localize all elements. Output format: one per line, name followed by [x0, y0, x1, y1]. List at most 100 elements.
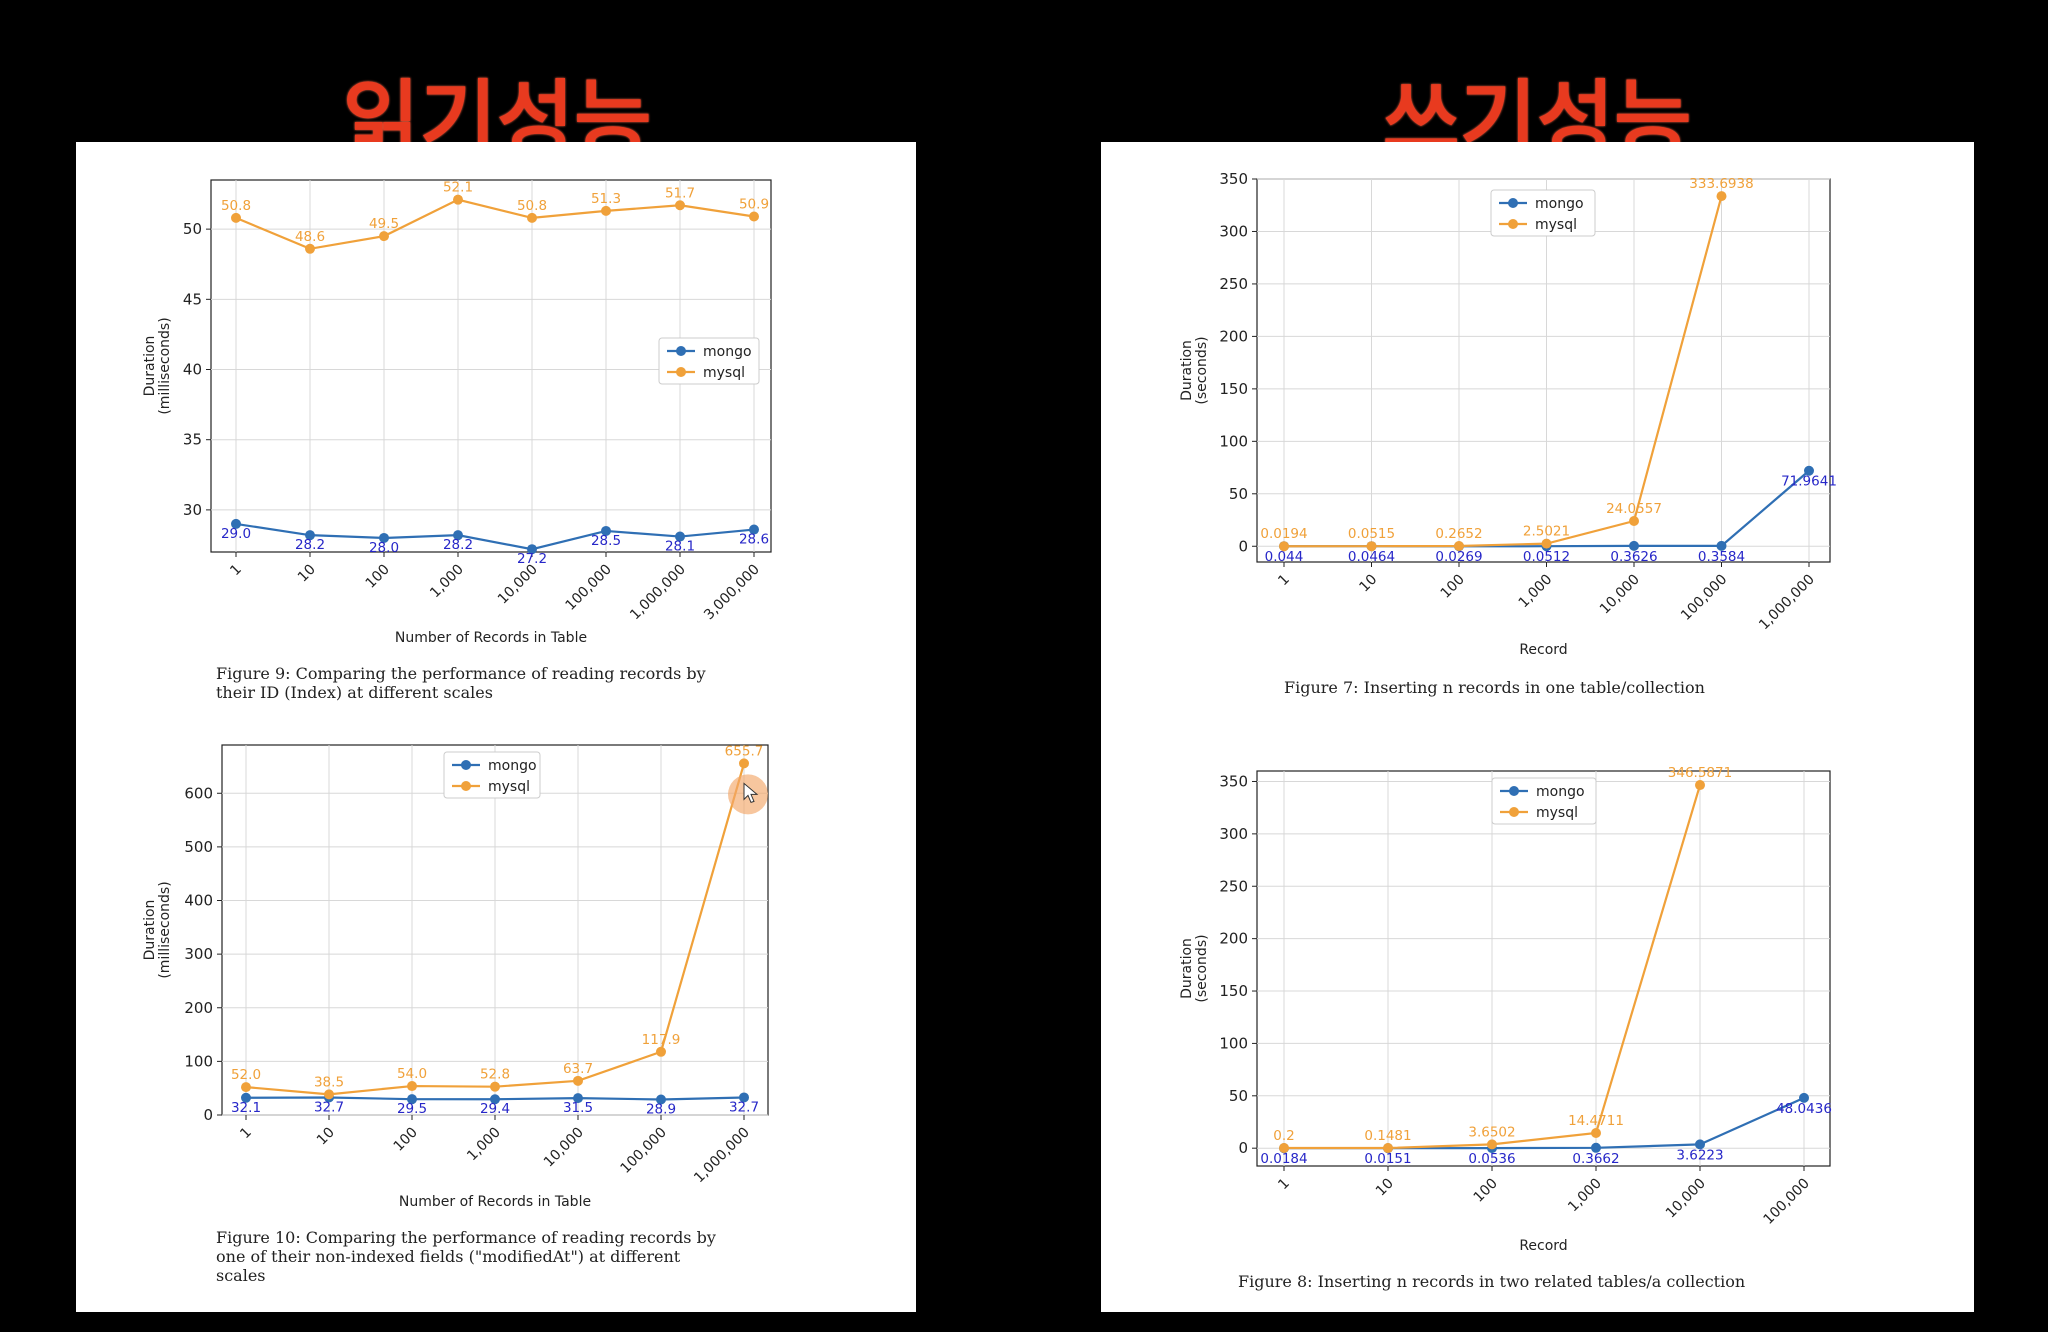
data-point-mysql: [490, 1081, 500, 1092]
data-point-mysql: [1279, 541, 1289, 552]
data-label-mysql: 52.1: [443, 180, 473, 196]
data-label-mongo: 0.0512: [1523, 549, 1570, 565]
legend-label-mongo: mongo: [1536, 784, 1585, 800]
data-label-mongo: 48.0436: [1776, 1101, 1832, 1117]
legend-marker-mongo: [1509, 786, 1519, 796]
chart-fig10: 0 100 200 300 400 500 600 1 10 100 1,000 10,000 100,…: [142, 743, 769, 1210]
data-label-mongo: 71.9641: [1781, 474, 1837, 490]
y-tick-label: 250: [1219, 275, 1248, 293]
data-point-mysql: [1279, 1142, 1289, 1153]
data-point-mysql: [601, 205, 611, 216]
data-point-mysql: [379, 231, 389, 242]
legend-marker-mysql: [1509, 807, 1519, 817]
series-line-mongo: [235, 522, 755, 551]
y-tick-label: 400: [184, 892, 213, 910]
data-point-mongo: [231, 518, 241, 529]
x-tick-label: 10,000: [1663, 1176, 1709, 1222]
legend-label-mysql: mysql: [488, 779, 530, 795]
data-label-mysql: 0.1481: [1364, 1128, 1411, 1144]
x-tick-label: 100,000: [1761, 1176, 1813, 1228]
x-axis-label: Number of Records in Table: [399, 1194, 591, 1210]
data-label-mysql: 346.5871: [1668, 765, 1732, 781]
data-label-mongo: 31.5: [563, 1100, 593, 1116]
data-label-mongo: 0.0269: [1435, 549, 1482, 565]
data-label-mysql: 52.0: [231, 1067, 261, 1083]
data-point-mongo: [656, 1094, 666, 1105]
data-point-mongo: [407, 1094, 417, 1105]
x-tick-label: 1,000: [1565, 1176, 1605, 1216]
data-point-mysql: [1695, 780, 1705, 791]
data-point-mongo: [241, 1092, 251, 1103]
data-point-mongo: [739, 1092, 749, 1103]
caption-fig7: Figure 7: Inserting n records in one tab…: [1284, 678, 1705, 697]
x-tick-label: 10: [1373, 1176, 1397, 1200]
y-tick-label: 300: [184, 945, 213, 963]
data-point-mongo: [601, 525, 611, 536]
data-label-mysql: 2.5021: [1523, 524, 1570, 540]
data-label-mongo: 0.3626: [1610, 549, 1657, 565]
data-label-mysql: 50.8: [221, 198, 251, 214]
data-point-mongo: [1591, 1142, 1601, 1153]
plot-area: 0 50 100 150 200 250 300 350 1 10 100 1,000 10,000 10…: [1179, 765, 1832, 1254]
y-tick-label: 50: [1229, 485, 1248, 503]
legend-label-mysql: mysql: [703, 365, 745, 381]
y-tick-label: 150: [1219, 982, 1248, 1000]
data-point-mongo: [305, 530, 315, 541]
data-label-mongo: 28.9: [646, 1102, 676, 1118]
data-point-mongo: [379, 532, 389, 543]
data-point-mongo: [490, 1094, 500, 1105]
y-tick-label: 600: [184, 784, 213, 802]
legend-marker-mysql: [461, 781, 471, 791]
series-line-mysql: [235, 198, 755, 250]
data-label-mysql: 0.2652: [1435, 526, 1482, 542]
legend-marker-mysql: [676, 367, 686, 377]
y-tick-label: 30: [183, 501, 202, 519]
x-tick-label: 100: [1471, 1176, 1501, 1206]
x-tick-label: 100: [391, 1125, 421, 1155]
caption-fig10: Figure 10: Comparing the performance of …: [216, 1228, 716, 1285]
data-label-mysql: 48.6: [295, 229, 325, 245]
data-point-mysql: [453, 194, 463, 205]
data-point-mysql: [1541, 538, 1552, 549]
caption-fig8: Figure 8: Inserting n records in two rel…: [1238, 1272, 1746, 1291]
data-label-mysql: 14.4711: [1568, 1113, 1624, 1129]
y-tick-label: 40: [183, 361, 202, 379]
data-label-mongo: 0.3662: [1572, 1151, 1619, 1167]
x-tick-label: 100,000: [618, 1125, 670, 1177]
data-label-mysql: 51.3: [591, 191, 621, 207]
plot-frame: [1256, 770, 1831, 1167]
data-point-mysql: [1487, 1139, 1497, 1150]
data-point-mysql: [739, 758, 749, 769]
y-tick-label: 0: [1238, 537, 1248, 555]
data-label-mongo: 0.0536: [1468, 1151, 1515, 1167]
data-label-mongo: 0.044: [1265, 549, 1304, 565]
data-label-mongo: 28.2: [443, 537, 473, 553]
data-label-mysql: 54.0: [397, 1066, 427, 1082]
data-label-mysql: 333.6938: [1689, 176, 1753, 192]
data-label-mongo: 3.6223: [1676, 1147, 1723, 1163]
data-point-mysql: [407, 1081, 417, 1092]
data-label-mongo: 32.7: [314, 1099, 344, 1115]
y-tick-label: 200: [184, 999, 213, 1017]
x-tick-label: 10: [314, 1125, 338, 1149]
data-label-mongo: 28.2: [295, 537, 325, 553]
data-label-mysql: 50.9: [739, 196, 769, 212]
y-tick-label: 35: [183, 431, 202, 449]
data-label-mongo: 0.3584: [1698, 549, 1745, 565]
data-point-mongo: [573, 1093, 583, 1104]
legend-label-mysql: mysql: [1536, 805, 1578, 821]
data-label-mongo: 28.0: [369, 540, 399, 556]
y-axis-label: Duration: [1179, 938, 1195, 999]
data-label-mysql: 0.0515: [1348, 526, 1395, 542]
x-tick-label: 1: [237, 1125, 255, 1143]
data-point-mongo: [453, 530, 463, 541]
x-axis-label: Record: [1519, 642, 1567, 658]
legend-marker-mongo: [1508, 198, 1518, 208]
y-tick-label: 100: [1219, 1034, 1248, 1052]
data-point-mongo: [1629, 540, 1639, 551]
data-point-mysql: [1629, 516, 1639, 527]
chart-fig8: 0 50 100 150 200 250 300 350 1 10 100 1,000 10,000 10…: [1179, 765, 1832, 1254]
legend-marker-mongo: [676, 346, 686, 356]
